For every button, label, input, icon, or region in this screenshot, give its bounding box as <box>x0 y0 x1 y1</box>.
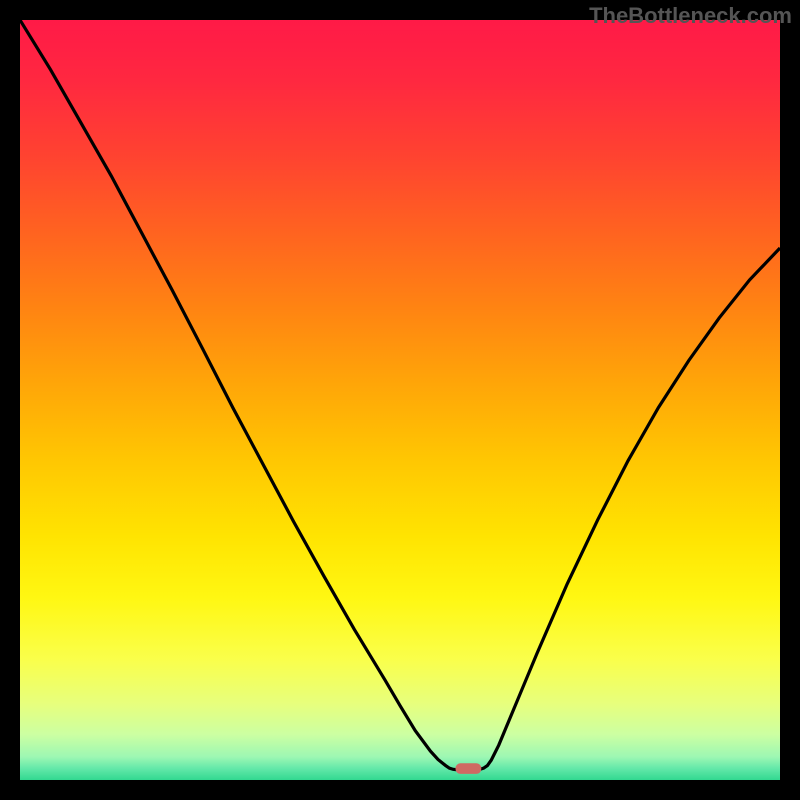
figure-container: TheBottleneck.com <box>0 0 800 800</box>
plot-background-gradient <box>20 20 780 780</box>
bottleneck-chart <box>0 0 800 800</box>
optimum-marker <box>455 763 481 774</box>
